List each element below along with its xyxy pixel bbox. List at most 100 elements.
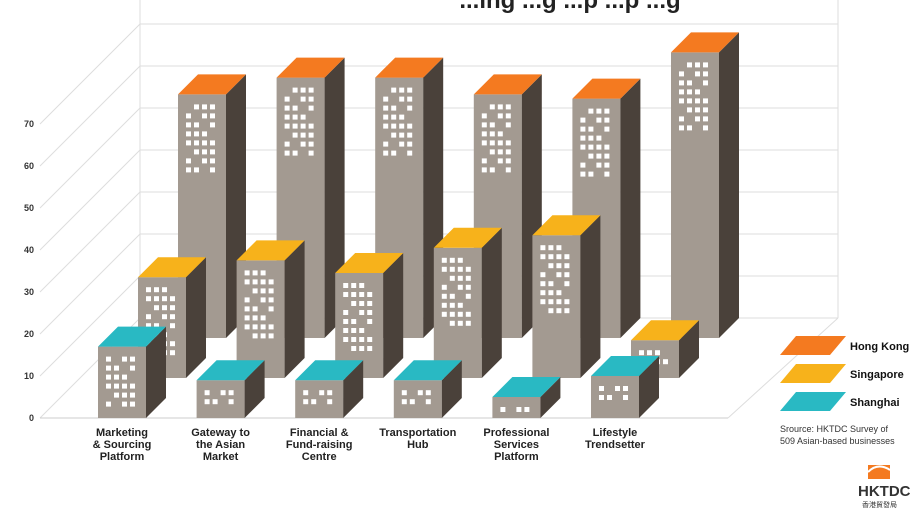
window xyxy=(106,356,111,362)
window xyxy=(260,270,266,276)
window xyxy=(351,346,357,351)
window xyxy=(604,108,610,114)
window xyxy=(186,131,191,137)
window xyxy=(623,386,628,391)
window xyxy=(343,283,349,288)
window xyxy=(465,266,471,272)
legend-label-hong-kong: Hong Kong xyxy=(850,341,909,353)
window xyxy=(351,292,357,297)
window xyxy=(106,383,111,389)
category-labels: Marketing & Sourcing Platform Gateway to the… xyxy=(93,427,646,463)
bar-shanghai-2 xyxy=(295,360,364,418)
window xyxy=(359,283,365,288)
window xyxy=(359,328,365,333)
window xyxy=(607,395,612,400)
window xyxy=(540,290,546,296)
window xyxy=(457,320,463,326)
window xyxy=(252,324,258,330)
window xyxy=(497,131,503,137)
window xyxy=(300,96,306,102)
window xyxy=(564,281,570,287)
window xyxy=(186,140,191,146)
window xyxy=(252,315,258,321)
window xyxy=(695,98,700,104)
y-tick-label: 0 xyxy=(29,413,34,423)
window xyxy=(505,158,511,164)
bar-top-face xyxy=(433,227,502,248)
gridline-diagonal xyxy=(39,191,141,293)
bar-side-face xyxy=(186,257,206,378)
window xyxy=(449,311,455,317)
window xyxy=(497,140,503,146)
window xyxy=(548,245,554,251)
window xyxy=(540,299,546,305)
window xyxy=(210,113,215,119)
window xyxy=(268,306,274,312)
window xyxy=(599,386,604,391)
window xyxy=(122,392,127,398)
window xyxy=(505,104,511,110)
window xyxy=(162,287,167,293)
category-label-5: Lifestyle Trendsetter xyxy=(585,427,646,451)
window xyxy=(204,390,210,396)
window xyxy=(703,62,708,68)
window xyxy=(465,320,471,326)
window xyxy=(170,350,175,356)
window xyxy=(639,350,644,356)
window xyxy=(268,279,274,285)
window xyxy=(367,310,373,315)
window xyxy=(351,319,357,324)
window xyxy=(308,123,314,129)
bar-top-face xyxy=(393,360,462,381)
bar-side-face xyxy=(146,326,166,418)
window xyxy=(580,117,586,123)
window xyxy=(604,153,610,159)
window xyxy=(210,140,215,146)
window xyxy=(596,135,602,141)
window xyxy=(170,341,175,347)
bar-top-face xyxy=(572,78,641,99)
window xyxy=(687,80,692,86)
window xyxy=(407,123,413,129)
window xyxy=(441,257,447,263)
window xyxy=(604,144,610,150)
window xyxy=(457,257,463,263)
window xyxy=(687,107,692,113)
hktdc-logo: HKTDC 香港貿發局 xyxy=(858,465,911,509)
window xyxy=(556,272,562,278)
window xyxy=(481,113,487,119)
bar-side-face xyxy=(383,253,404,378)
window xyxy=(596,162,602,168)
window xyxy=(194,131,199,137)
window xyxy=(580,162,586,168)
bar-shanghai-4 xyxy=(492,377,561,418)
window xyxy=(695,107,700,113)
window xyxy=(359,310,365,315)
window xyxy=(343,319,349,324)
window xyxy=(409,399,415,405)
window xyxy=(679,89,684,95)
window xyxy=(284,96,290,102)
window xyxy=(300,114,306,120)
window xyxy=(564,272,570,278)
window xyxy=(524,407,530,412)
window xyxy=(391,123,397,129)
window xyxy=(268,333,274,339)
window xyxy=(351,337,357,342)
window xyxy=(548,308,554,314)
window xyxy=(252,333,258,339)
window xyxy=(548,290,554,296)
window xyxy=(556,263,562,269)
window xyxy=(401,390,407,396)
window xyxy=(300,123,306,129)
window xyxy=(260,333,266,339)
window xyxy=(319,390,325,396)
window xyxy=(220,390,226,396)
window xyxy=(244,315,250,321)
window xyxy=(170,323,175,329)
window xyxy=(194,122,199,128)
y-tick-label: 40 xyxy=(24,245,34,255)
window xyxy=(604,171,610,177)
window xyxy=(252,279,258,285)
window xyxy=(204,399,210,405)
